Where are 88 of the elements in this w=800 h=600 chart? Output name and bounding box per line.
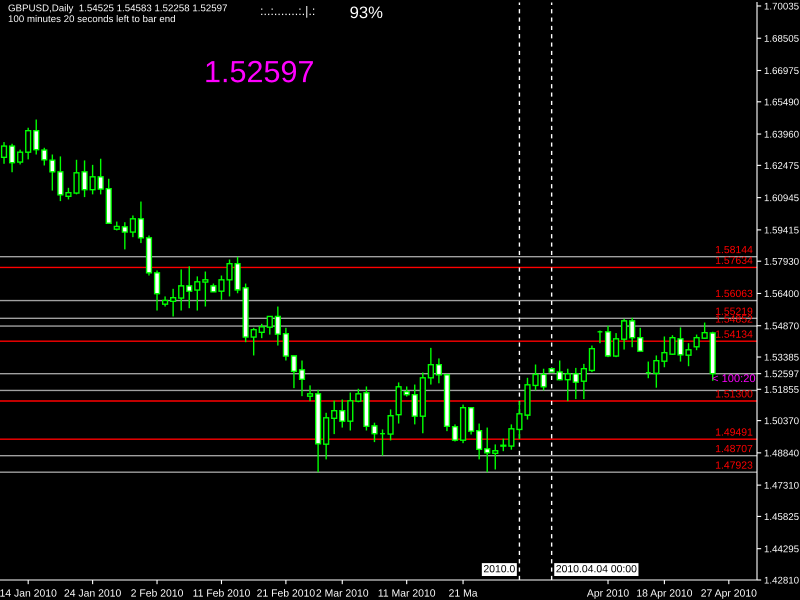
ref-line-label: 1.58144 (716, 246, 753, 254)
x-tick-label: 21 Feb 2010 (257, 589, 315, 597)
ref-line-label: 1.54134 (716, 330, 753, 338)
x-tick-label: 11 Mar 2010 (378, 589, 436, 597)
candlestick (468, 406, 474, 436)
ref-line-label: 1.55219 (716, 308, 752, 315)
x-tick-label: 18 Apr 2010 (637, 589, 692, 599)
candlestick (282, 327, 289, 362)
y-tick-label: 1.70035 (764, 2, 799, 10)
y-tick-label: 1.54870 (764, 322, 799, 330)
y-tick-label: 1.57930 (764, 258, 799, 265)
candlestick (226, 258, 233, 298)
candlestick (298, 360, 306, 397)
y-tick-label: 1.66975 (764, 67, 799, 74)
y-tick-label: 1.62475 (764, 162, 799, 169)
candlestick (661, 336, 668, 368)
annotation: 1.52597 (206, 60, 313, 82)
candlestick (81, 160, 88, 198)
candlestick (653, 354, 660, 388)
y-tick-label: 1.56400 (764, 290, 799, 298)
x-tick-label: 24 Jan 2010 (64, 589, 121, 597)
y-tick-label: 1.48840 (764, 450, 799, 456)
candlestick (693, 334, 700, 351)
candlestick (355, 388, 362, 403)
candlestick (218, 274, 225, 300)
y-tick-label: 1.42810 (764, 576, 799, 584)
candlestick (436, 358, 442, 384)
annotation: 93% (350, 6, 382, 18)
y-tick-label: 1.68505 (764, 34, 799, 42)
ref-line-label: 1.51300 (716, 390, 752, 398)
y-tick-label: 1.53385 (764, 354, 799, 361)
ref-line-label: 1.56063 (716, 290, 752, 298)
y-tick-label: 1.47310 (764, 482, 799, 489)
y-tick-label: 1.50370 (764, 417, 799, 424)
candlestick (677, 326, 684, 362)
candlestick (500, 438, 506, 452)
ref-line-label: 1.47923 (716, 461, 752, 469)
candlestick (379, 428, 386, 456)
annotation: :..:.......:.|.: (261, 6, 314, 18)
candlestick (540, 368, 547, 392)
candlestick (154, 270, 160, 312)
candlestick (516, 400, 523, 440)
candlestick (0, 141, 8, 164)
x-tick-label: 21 Ma (449, 589, 478, 597)
ref-line-label: 1.48707 (716, 444, 752, 452)
x-tick-label: 2 Feb 2010 (131, 589, 183, 597)
y-tick-label: 1.52597 (764, 370, 799, 378)
y-tick-label: 1.51855 (764, 386, 799, 393)
x-tick-label: 11 Feb 2010 (193, 589, 250, 597)
ref-line-label: 1.49491 (716, 428, 752, 436)
text: 100 minutes 20 seconds left to bar end (8, 15, 175, 22)
candlestick (669, 334, 676, 356)
y-tick-label: 1.63960 (764, 130, 799, 138)
candlestick (452, 424, 458, 442)
annotation: 2010.04.04 00:00 (556, 565, 636, 572)
candlestick (162, 296, 168, 308)
annotation: 2010.0 (484, 565, 515, 572)
x-tick-label: 27 Apr 2010 (701, 589, 756, 599)
candlestick (73, 159, 80, 196)
x-tick-label: Apr 2010 (586, 589, 629, 599)
candlestick (588, 344, 596, 373)
x-tick-label: 2 Mar 2010 (316, 589, 368, 597)
candlestick (596, 330, 604, 344)
candlestick (90, 164, 96, 196)
candlestick (387, 408, 394, 442)
y-tick-label: 1.44295 (764, 545, 799, 552)
candlestick (612, 332, 620, 358)
x-tick-label: 14 Jan 2010 (0, 589, 56, 597)
candlestick (532, 364, 539, 392)
y-tick-label: 1.45825 (764, 513, 799, 520)
y-tick-label: 1.65490 (764, 98, 799, 106)
candlestick (685, 342, 692, 367)
y-tick-label: 1.60945 (764, 194, 799, 202)
candlestick (306, 384, 314, 402)
candlestick (371, 422, 378, 443)
candlestick (57, 156, 64, 202)
candlestick (621, 318, 628, 350)
y-tick-label: 1.59415 (764, 226, 799, 234)
candlestick (645, 360, 652, 379)
candlestick (290, 354, 298, 389)
candlestick (8, 143, 16, 173)
chart-title: GBPUSD,Daily 1.54525 1.54583 1.52258 1.52597 (8, 4, 227, 14)
ref-line-label: 1.57634 (716, 256, 753, 264)
candlestick (138, 200, 144, 244)
candlestick (17, 148, 24, 166)
candlestick (508, 424, 514, 450)
candlestick (65, 187, 72, 200)
candlestick (130, 214, 136, 238)
